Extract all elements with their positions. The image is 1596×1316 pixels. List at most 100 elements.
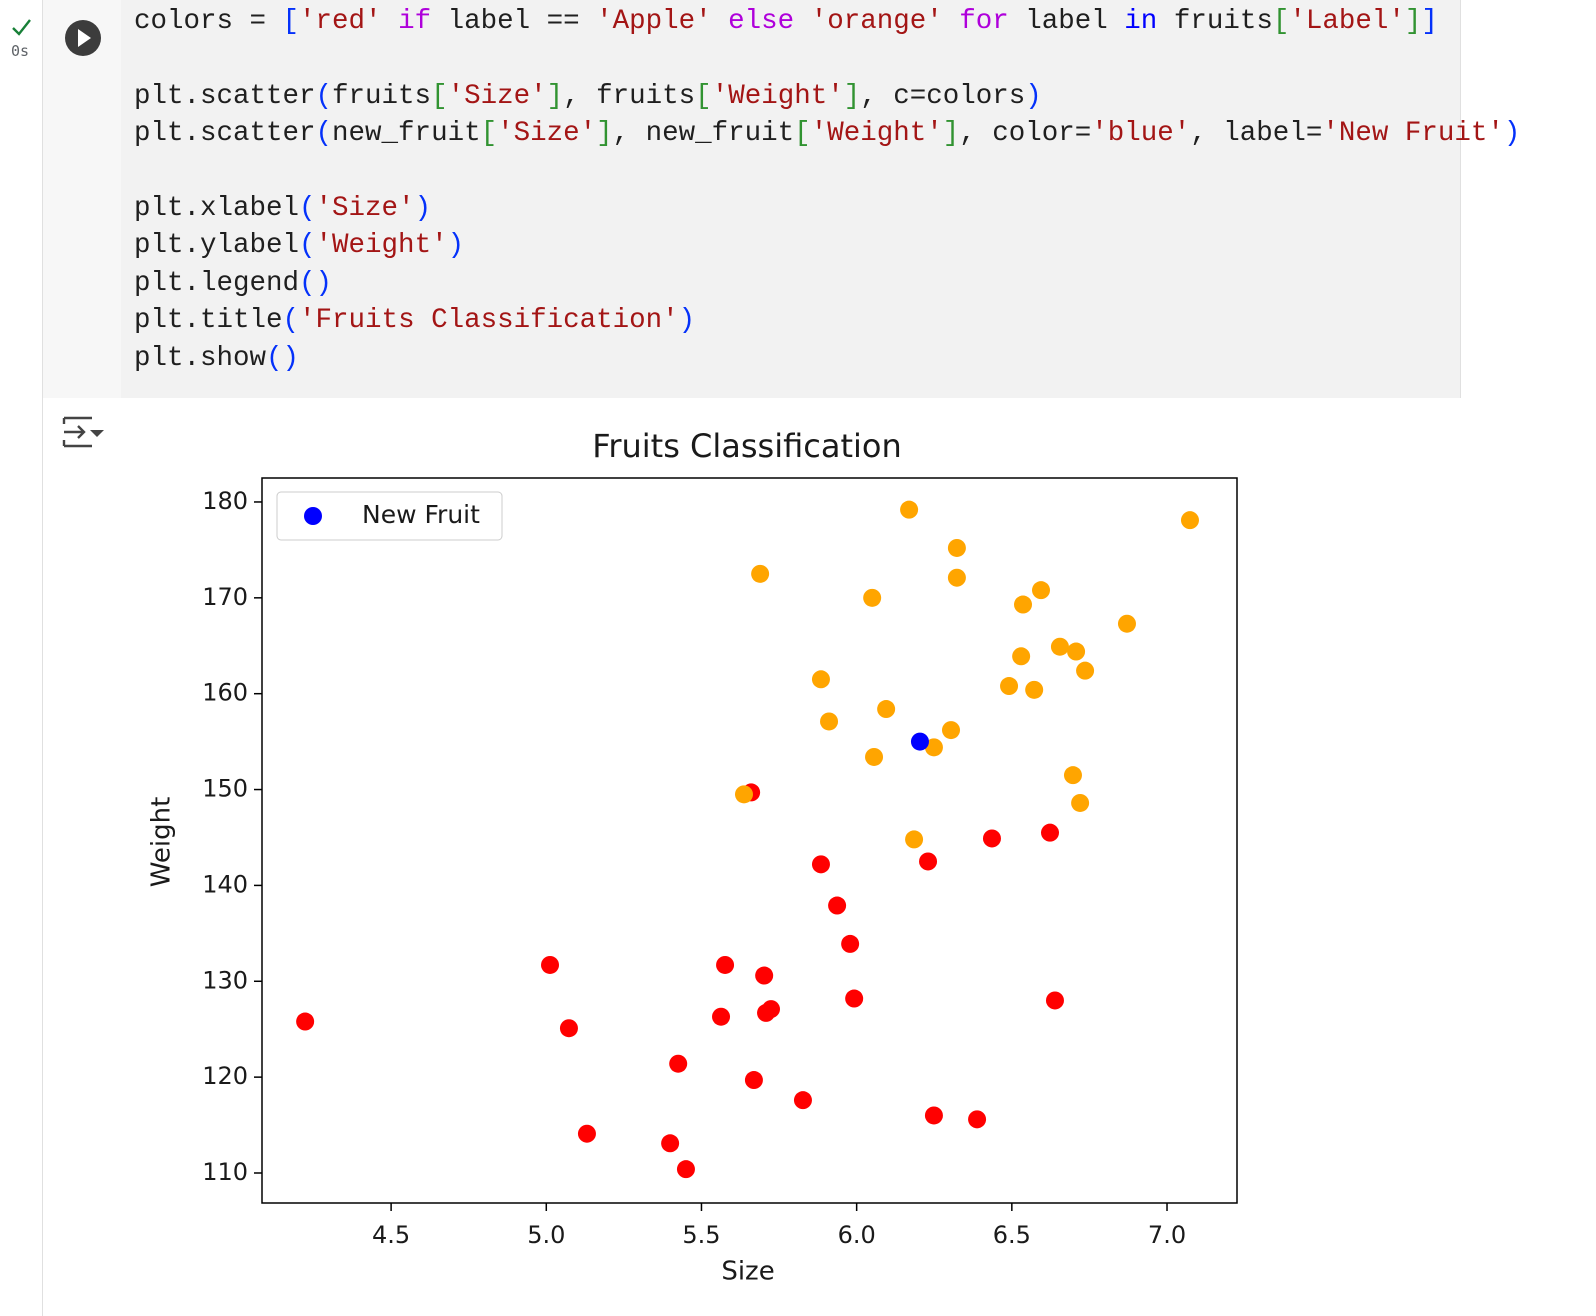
code-line: plt.scatter(new_fruit['Size'], new_fruit…: [134, 115, 1520, 152]
data-point: [751, 564, 770, 583]
code-token: ]: [546, 80, 564, 112]
code-token: 'blue': [1091, 118, 1191, 150]
run-button[interactable]: [63, 18, 103, 58]
code-token: ]: [596, 118, 613, 150]
data-point: [1076, 661, 1095, 680]
code-token: (: [282, 305, 300, 337]
code-token: ]: [942, 118, 960, 150]
code-token: ): [1025, 80, 1042, 112]
data-point: [734, 785, 753, 804]
code-token: ): [678, 305, 696, 337]
code-token: 'red': [299, 6, 382, 37]
data-point: [841, 934, 860, 953]
data-point: [982, 829, 1001, 848]
output-toggle[interactable]: [62, 414, 106, 450]
code-token: 'Apple': [596, 6, 712, 37]
y-tick-label: 170: [202, 583, 248, 611]
data-point: [712, 1007, 731, 1026]
y-tick-label: 180: [202, 487, 248, 515]
code-cell: [43, 0, 1461, 398]
data-point: [910, 732, 929, 751]
code-token: 'Label': [1289, 6, 1405, 37]
data-point: [296, 1012, 315, 1031]
data-point: [863, 588, 882, 607]
data-point: [1180, 511, 1199, 530]
code-line: plt.ylabel('Weight'): [134, 227, 1520, 264]
data-point: [968, 1110, 987, 1129]
code-token: 'Weight': [315, 230, 448, 262]
code-token: ): [1503, 118, 1521, 150]
data-point: [811, 670, 830, 689]
data-point: [1032, 581, 1051, 600]
plot-frame: [261, 477, 1238, 1204]
code-token: 'Size': [315, 192, 415, 224]
data-point: [757, 1003, 776, 1022]
code-token: , fruits: [563, 80, 696, 112]
data-point: [919, 852, 938, 871]
code-editor[interactable]: [121, 0, 1460, 398]
x-axis-label: Size: [721, 1257, 774, 1287]
code-token: [: [695, 80, 712, 112]
code-token: plt.title: [134, 305, 283, 337]
code-token: (): [299, 267, 333, 299]
x-tick-label: 6.0: [838, 1221, 876, 1249]
data-point: [1041, 823, 1060, 842]
data-point: [559, 1019, 578, 1038]
code-line: plt.xlabel('Size'): [134, 190, 1520, 227]
legend-label: New Fruit: [362, 500, 480, 529]
code-token: ]: [1421, 6, 1438, 37]
data-point: [947, 538, 966, 557]
code-token: [: [480, 118, 498, 150]
code-token: if: [398, 6, 432, 37]
y-tick-label: 130: [202, 966, 248, 994]
data-point: [828, 896, 847, 915]
code-token: , label=: [1190, 118, 1323, 150]
data-point: [1025, 680, 1044, 699]
y-tick-label: 110: [202, 1158, 248, 1186]
code-token: new_fruit: [332, 118, 481, 150]
data-point: [924, 738, 943, 757]
code-token: for: [959, 6, 1009, 37]
code-token: else: [728, 6, 795, 37]
data-point: [865, 747, 884, 766]
data-point: [900, 500, 919, 519]
code-token: (: [315, 80, 333, 112]
code-token: 'Size': [447, 80, 547, 112]
data-point: [820, 712, 839, 731]
code-token: 'orange': [810, 6, 943, 37]
data-point: [577, 1124, 596, 1143]
code-token: label ==: [431, 6, 597, 37]
data-point: [1050, 637, 1069, 656]
x-tick-label: 5.5: [682, 1221, 720, 1249]
data-point: [1117, 614, 1136, 633]
code-token: label: [1008, 6, 1125, 37]
chart-title: Fruits Classification: [592, 427, 902, 465]
code-token: 'Weight': [810, 118, 943, 150]
code-token: in: [1124, 6, 1158, 37]
data-point: [811, 855, 830, 874]
code-token: plt.scatter: [134, 118, 316, 150]
code-token: plt.legend: [134, 267, 300, 299]
code-token: [: [431, 80, 448, 112]
legend-marker: [304, 507, 322, 525]
data-point: [905, 830, 924, 849]
success-check: [12, 19, 31, 36]
code-token: plt.show: [134, 342, 267, 374]
data-point: [661, 1134, 680, 1153]
code-token: colors =: [134, 6, 283, 37]
y-tick-label: 120: [202, 1062, 248, 1090]
code-token: 'Size': [497, 118, 597, 150]
data-point: [942, 721, 961, 740]
code-token: plt.ylabel: [134, 230, 300, 262]
code-token: , new_fruit: [612, 118, 795, 150]
code-token: [: [794, 118, 811, 150]
legend-box: [276, 491, 503, 541]
code-token: , c=colors: [860, 80, 1026, 112]
data-point: [877, 700, 896, 719]
data-point: [744, 1071, 763, 1090]
data-point: [1014, 595, 1033, 614]
data-point: [541, 955, 560, 974]
x-tick-label: 4.5: [372, 1221, 410, 1249]
data-point: [1063, 766, 1082, 785]
